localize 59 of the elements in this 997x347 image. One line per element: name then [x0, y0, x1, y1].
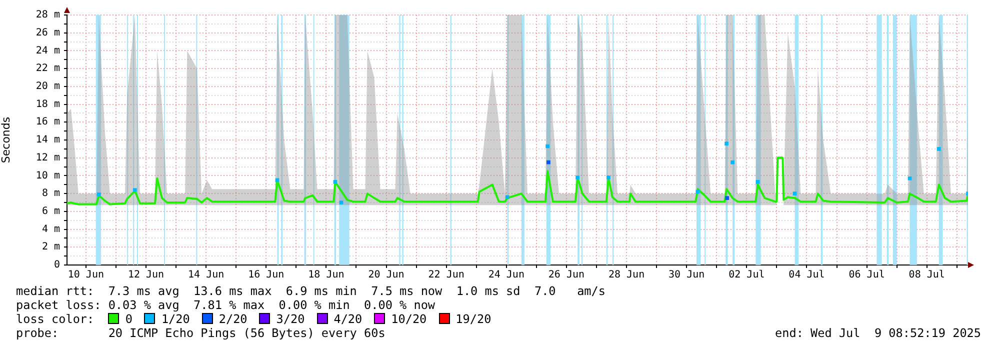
- y-tick-label: 14 m: [36, 134, 60, 146]
- y-tick-label: 4 m: [42, 224, 60, 235]
- point: [96, 192, 101, 196]
- point: [606, 176, 610, 180]
- y-tick-label: 18 m: [36, 98, 60, 110]
- x-tick-label: 02 Jul: [728, 270, 765, 281]
- point: [546, 160, 550, 164]
- text: probe: 20 ICMP Echo Pings (56 Bytes) every 60s: [16, 326, 386, 340]
- point: [339, 200, 344, 204]
- point: [132, 188, 137, 192]
- x-tick-label: 30 Jun: [668, 270, 705, 281]
- x-tick-label: 18 Jun: [308, 270, 344, 281]
- legend-label: 10/20: [391, 312, 427, 326]
- point: [505, 195, 510, 200]
- y-tick-label: 2 m: [42, 242, 60, 253]
- point: [792, 192, 797, 196]
- legend-label: 0: [125, 312, 132, 326]
- text: end: Wed Jul 9 08:52:19 2025: [775, 326, 981, 340]
- point: [576, 176, 580, 180]
- text: packet loss: 0.03 % avg 7.81 % max 0.00 % min 0.00 % now: [16, 298, 436, 312]
- text: median rtt: 7.3 ms avg 13.6 ms max 6.9 ms min 7.5 ms now 1.0 ms sd 7.0 am/s: [16, 284, 606, 298]
- point: [546, 144, 550, 148]
- y-tick-label: 6 m: [42, 206, 60, 218]
- y-axis-title: Seconds: [0, 116, 12, 164]
- x-tick-label: 12 Jun: [128, 270, 164, 281]
- y-tick-label: 24 m: [36, 45, 60, 56]
- point: [936, 147, 941, 151]
- y-tick-label: 16 m: [36, 116, 60, 128]
- y-tick-label: 8 m: [42, 188, 60, 200]
- x-tick-label: 14 Jun: [188, 270, 224, 281]
- y-tick-label: 28 m: [36, 10, 60, 21]
- x-tick-label: 20 Jun: [368, 270, 404, 281]
- point: [725, 196, 730, 200]
- legend-label: 2/20: [218, 312, 248, 326]
- y-tick-label: 20 m: [36, 81, 60, 92]
- legend-label: 19/20: [456, 312, 492, 326]
- point: [908, 176, 912, 180]
- legend-label: 1/20: [161, 312, 190, 326]
- point: [333, 180, 338, 184]
- y-tick-label: 0: [54, 260, 60, 271]
- point: [730, 160, 734, 164]
- x-tick-label: 08 Jul: [908, 270, 945, 281]
- y-tick-label: 22 m: [36, 63, 60, 74]
- x-tick-label: 06 Jul: [848, 270, 885, 281]
- y-tick-label: 12 m: [36, 152, 60, 164]
- x-tick-label: 24 Jun: [488, 270, 524, 281]
- legend-title: loss color:: [16, 312, 96, 326]
- x-tick-label: 28 Jun: [608, 270, 645, 281]
- x-tick-label: 16 Jun: [248, 270, 284, 281]
- legend-label: 3/20: [276, 312, 305, 326]
- y-tick-label: 26 m: [36, 27, 60, 38]
- legend-label: 4/20: [334, 312, 362, 326]
- x-tick-label: 10 Jun: [68, 270, 104, 281]
- y-tick-label: 10 m: [36, 170, 60, 182]
- x-tick-label: 22 Jun: [428, 270, 464, 281]
- x-tick-label: 04 Jul: [788, 270, 825, 281]
- x-tick-label: 26 Jun: [548, 270, 585, 281]
- point: [756, 180, 760, 184]
- point: [724, 142, 728, 146]
